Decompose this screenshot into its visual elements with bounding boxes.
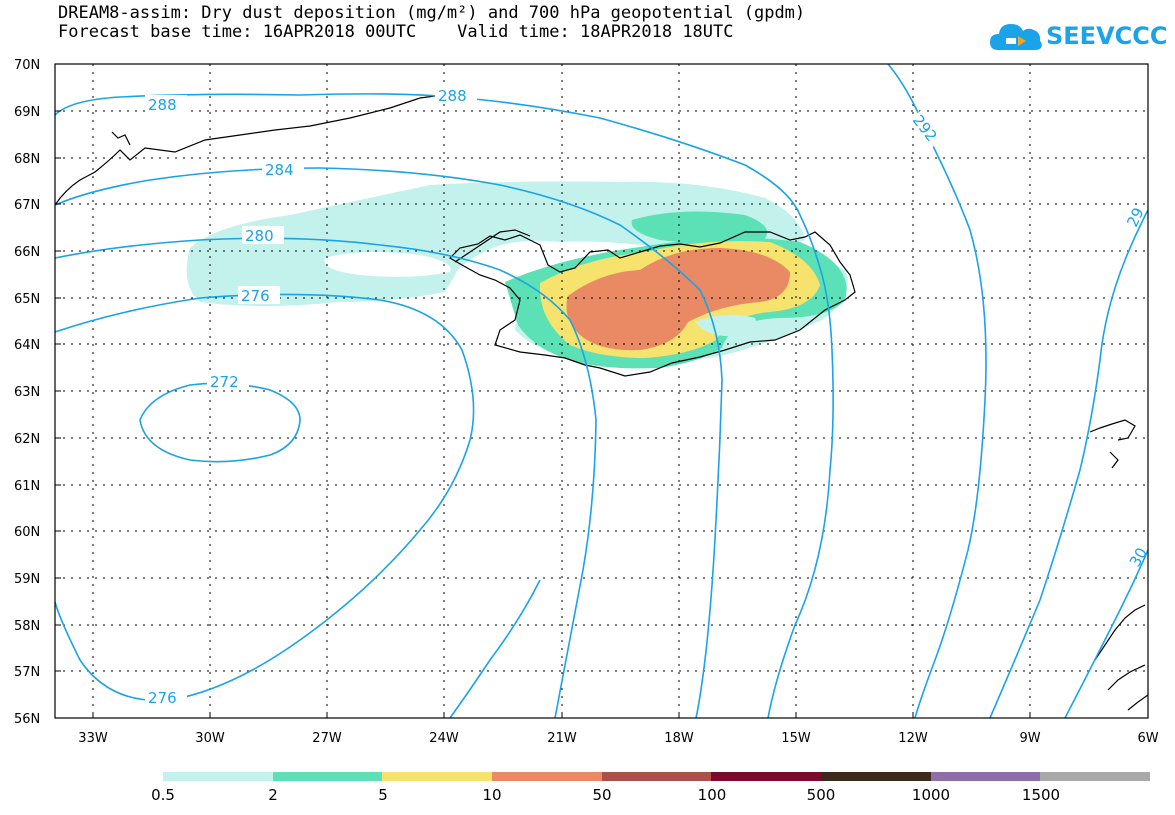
contour-labels: 288 288 292 284 280 276 272 276 29 30 — [145, 86, 1151, 707]
coast-faroes-2 — [1109, 451, 1119, 469]
dust-band-0-5 — [186, 181, 805, 306]
contour-label: 272 — [210, 373, 239, 391]
legend-label: 2 — [268, 786, 278, 804]
legend-swatch — [930, 772, 1041, 781]
coast-greenland-2 — [111, 131, 131, 146]
lon-label: 12W — [898, 731, 928, 746]
legend-swatch — [711, 772, 822, 781]
map-subtitle: Forecast base time: 16APR2018 00UTC Vali… — [58, 22, 734, 42]
lat-label: 60N — [14, 525, 40, 540]
lon-label: 6W — [1137, 731, 1158, 746]
legend-swatch — [601, 772, 712, 781]
coast-scotland — [1094, 604, 1146, 661]
latitude-labels: 70N 69N 68N 67N 66N 65N 64N 63N 62N 61N … — [14, 58, 40, 727]
lon-label: 30W — [195, 731, 225, 746]
lat-label: 61N — [14, 479, 40, 494]
legend-swatch — [1040, 772, 1151, 781]
lat-label: 56N — [14, 712, 40, 727]
map-title: DREAM8-assim: Dry dust deposition (mg/m²… — [58, 3, 806, 23]
contour-label: 276 — [148, 689, 177, 707]
lat-label: 58N — [14, 619, 40, 634]
contour-280 — [54, 237, 597, 719]
legend-label: 100 — [697, 786, 727, 804]
coast-scotland-3 — [1127, 694, 1149, 711]
geopotential-contours — [54, 63, 1149, 719]
coast-greenland — [54, 93, 451, 206]
legend-label: 10 — [482, 786, 502, 804]
dust-band-10 — [566, 248, 790, 351]
contour-276 — [54, 293, 475, 702]
color-legend — [163, 772, 1151, 781]
lat-label: 68N — [14, 152, 40, 167]
lat-label: 65N — [14, 292, 40, 307]
contour-label: 284 — [265, 161, 294, 179]
dust-clear-inner — [695, 314, 756, 337]
lon-label: 24W — [429, 731, 459, 746]
cloud-icon — [990, 24, 1042, 50]
legend-label: 1000 — [911, 786, 951, 804]
legend-swatch — [492, 772, 602, 781]
dust-layer — [186, 181, 848, 369]
legend-swatch — [163, 772, 273, 781]
lat-label: 59N — [14, 572, 40, 587]
coast-scotland-2 — [1107, 664, 1146, 691]
lat-label: 70N — [14, 58, 40, 73]
coast-faroes — [1089, 419, 1136, 441]
lat-label: 62N — [14, 432, 40, 447]
contour-label: 280 — [245, 227, 274, 245]
lon-label: 9W — [1019, 731, 1040, 746]
legend-swatch — [272, 772, 383, 781]
lat-label: 69N — [14, 105, 40, 120]
contour-label: 276 — [241, 287, 270, 305]
contour-284 — [54, 167, 723, 719]
ticks — [55, 110, 1031, 718]
lon-label: 33W — [78, 731, 108, 746]
contour-label: 288 — [148, 96, 177, 114]
lat-label: 63N — [14, 385, 40, 400]
longitude-labels: 33W 30W 27W 24W 21W 18W 15W 12W 9W 6W — [78, 731, 1158, 746]
legend-label: 50 — [592, 786, 612, 804]
lon-label: 27W — [312, 731, 342, 746]
dust-band-2-north — [631, 211, 768, 244]
contour-288 — [54, 93, 834, 719]
coast-westfjords — [454, 229, 531, 263]
lat-label: 66N — [14, 245, 40, 260]
graticule — [55, 64, 1148, 718]
contour-30 — [1064, 549, 1149, 719]
contour-29 — [989, 209, 1149, 719]
legend-swatch — [821, 772, 931, 781]
contour-272 — [139, 382, 301, 463]
lon-label: 21W — [547, 731, 577, 746]
legend-label: 0.5 — [151, 786, 175, 804]
lon-label: 15W — [781, 731, 811, 746]
legend-label: 1500 — [1021, 786, 1061, 804]
legend-label: 5 — [378, 786, 388, 804]
clear-gap — [324, 252, 451, 277]
seevccc-logo: SEEVCCC — [988, 16, 1168, 58]
legend-swatch — [382, 772, 493, 781]
lat-label: 67N — [14, 198, 40, 213]
lon-label: 18W — [664, 731, 694, 746]
contour-label: 29 — [1123, 205, 1147, 230]
coast-iceland — [449, 231, 856, 377]
lat-label: 57N — [14, 665, 40, 680]
coastlines — [54, 93, 1149, 711]
contour-label: 288 — [438, 87, 467, 105]
lat-label: 64N — [14, 338, 40, 353]
contour-label: 30 — [1126, 544, 1151, 570]
legend-label: 500 — [806, 786, 836, 804]
logo-text: SEEVCCC — [1046, 22, 1168, 50]
contour-276b — [449, 579, 541, 719]
